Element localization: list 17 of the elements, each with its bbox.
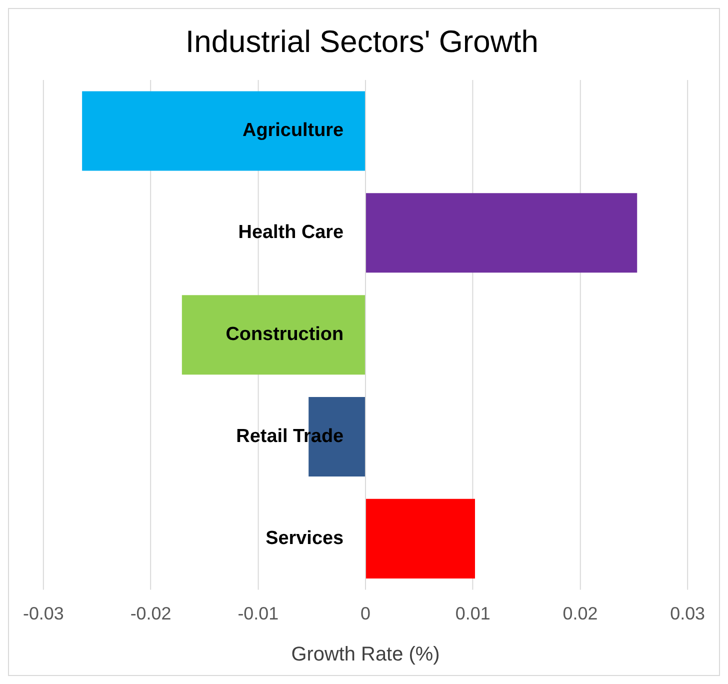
x-axis-title: Growth Rate (%)	[291, 644, 440, 666]
chart-title: Industrial Sectors' Growth	[186, 24, 538, 60]
y-tick-label: Agriculture	[242, 120, 344, 142]
x-tick-label: 0.01	[455, 603, 490, 624]
x-tick-label: 0	[360, 603, 371, 624]
x-tick-label: -0.02	[130, 603, 172, 624]
bar	[366, 193, 638, 273]
bar	[182, 295, 365, 375]
x-tick-label: -0.03	[22, 603, 64, 624]
x-tick-label: 0.02	[562, 603, 598, 624]
x-tick-label: -0.01	[238, 603, 279, 624]
x-tick-label: 0.03	[670, 603, 706, 624]
y-tick-label: Services	[266, 528, 344, 549]
bar	[366, 498, 475, 578]
y-tick-label: Construction	[226, 324, 344, 346]
y-tick-label: Health Care	[238, 222, 344, 244]
bar	[82, 91, 365, 171]
